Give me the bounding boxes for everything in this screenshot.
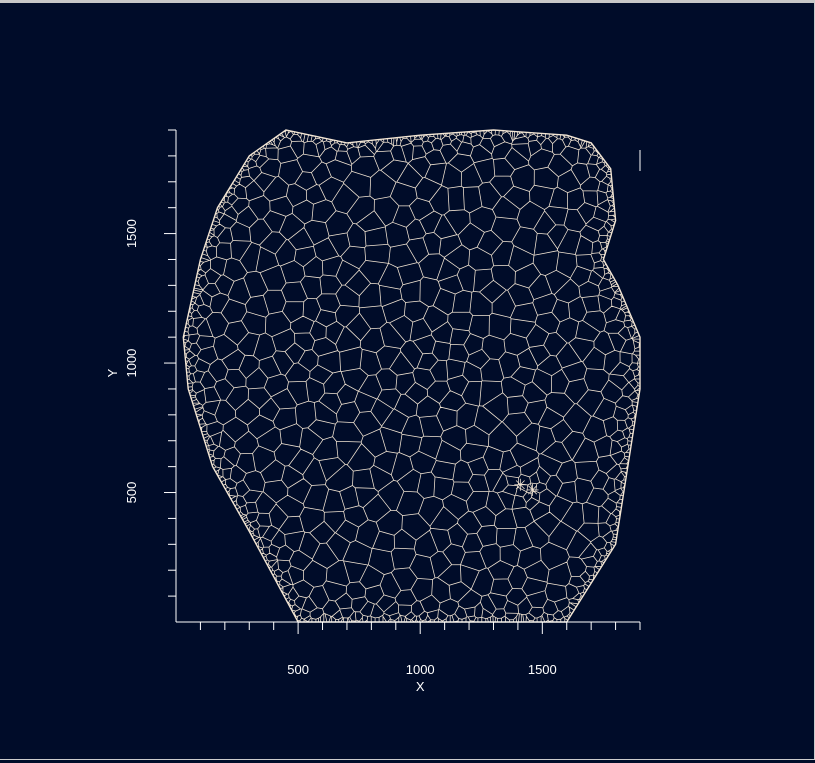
- y-axis-label: Y: [105, 368, 120, 377]
- x-axis-label: X: [416, 679, 425, 694]
- x-tick-label-500: 500: [287, 662, 309, 677]
- y-tick-label-500: 500: [124, 482, 139, 504]
- y-tick-label-1500: 1500: [124, 219, 139, 248]
- y-tick-label-1000: 1000: [124, 349, 139, 378]
- mesh-cells: [183, 130, 641, 622]
- voronoi-mesh: [183, 130, 641, 622]
- y-axis-ticks: [164, 129, 176, 597]
- x-axis-ticks: [199, 622, 641, 634]
- x-tick-label-1000: 1000: [406, 662, 435, 677]
- domain-boundary: [182, 129, 641, 623]
- refinement-markers: [514, 478, 539, 496]
- refinement-point-1: [526, 483, 539, 496]
- refinement-point-0: [514, 478, 527, 491]
- x-tick-label-1500: 1500: [528, 662, 557, 677]
- mesh-plot: 500 1000 1500 500 1000 1500 X Y: [105, 129, 641, 694]
